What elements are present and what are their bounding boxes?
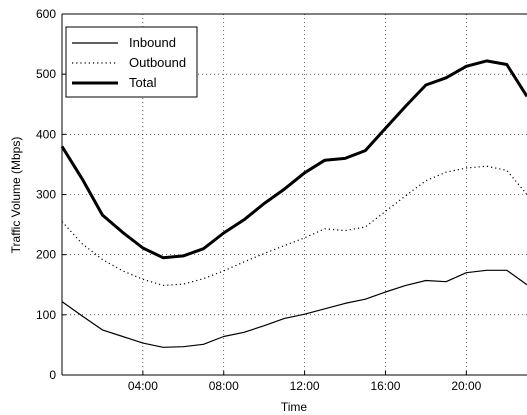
y-tick-label: 600 bbox=[36, 7, 56, 21]
series-line-inbound bbox=[61, 269, 527, 348]
legend-label-total: Total bbox=[129, 75, 157, 90]
x-axis-label: Time bbox=[281, 400, 308, 414]
y-tick-label: 500 bbox=[36, 67, 56, 81]
series-line-outbound bbox=[61, 165, 527, 286]
series-lines bbox=[60, 59, 527, 348]
y-tick-label: 200 bbox=[36, 248, 56, 262]
x-tick-label: 12:00 bbox=[290, 379, 320, 393]
legend-label-inbound: Inbound bbox=[129, 35, 176, 50]
y-tick-label: 100 bbox=[36, 308, 56, 322]
axis-ticks: 0 100 200 300 400 500 600 04:00 08:00 12:00 16:00 2… bbox=[36, 7, 482, 393]
y-tick-label: 300 bbox=[36, 188, 56, 202]
x-tick-label: 16:00 bbox=[370, 379, 400, 393]
legend: Inbound Outbound Total bbox=[65, 26, 198, 98]
y-tick-label: 400 bbox=[36, 127, 56, 141]
legend-box bbox=[65, 26, 198, 98]
x-tick-label: 04:00 bbox=[128, 379, 158, 393]
y-axis-label: Traffic Volume (Mbps) bbox=[9, 137, 23, 254]
grid-lines bbox=[62, 14, 527, 375]
x-tick-label: 08:00 bbox=[209, 379, 239, 393]
x-tick-label: 20:00 bbox=[451, 379, 481, 393]
series-line-total bbox=[60, 59, 527, 260]
legend-label-outbound: Outbound bbox=[129, 55, 186, 70]
y-tick-label: 0 bbox=[49, 368, 56, 382]
